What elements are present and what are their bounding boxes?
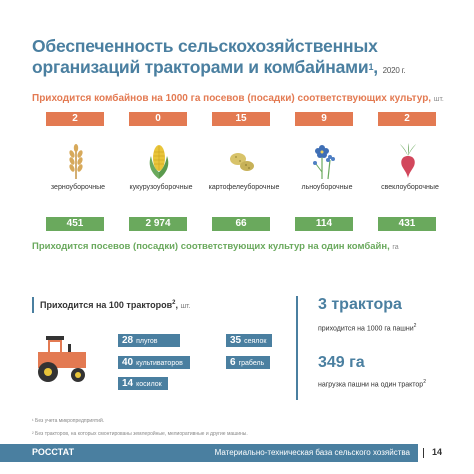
hectares-per-combine-value: 2 974 [129,217,187,231]
footnote-1: ¹ Без учета микропредприятий. [32,418,105,424]
crop-label: кукурузоуборочные [129,184,193,191]
hectares-per-combine-value: 114 [295,217,353,231]
crops-per-combine-header: Приходится посевов (посадки) соответству… [32,241,399,252]
crop-label: зерноуборочные [50,184,106,191]
tractors-per-1000ha-caption: приходится на 1000 га пашни2 [318,323,417,333]
crop-card: 2 зерноуборочные 451 [38,112,118,232]
tractor-icon [38,336,86,382]
crop-label: свеклоуборочные [381,184,439,191]
combines-header: Приходится комбайнов на 1000 га посевов … [32,93,444,104]
crop-card: 9 льноуборочные 114 [287,112,367,232]
crop-card: 0 кукурузоуборочные 2 974 [121,112,201,232]
equipment-pill-seeders: 35 сеялок [226,334,272,347]
hectares-per-combine-value: 451 [46,217,104,231]
title-line-2: организаций тракторами и комбайнами [32,57,369,77]
rosstat-logo: РОССТАТ [32,447,75,457]
footer-section-title: Материально-техническая база сельского х… [214,448,410,457]
title-line-1: Обеспеченность сельскохозяйственных [32,36,378,56]
tractors-unit: шт. [180,303,191,310]
crop-label: картофелеуборочные [208,184,280,191]
tractors-header: Приходится на 100 тракторов2, шт. [32,297,292,313]
corn-icon [149,145,169,179]
crop-label: льноуборочные [301,184,353,191]
equipment-pill-mowers: 14 косилок [118,377,168,390]
equipment-pill-rakes: 6 грабель [226,356,270,369]
arable-load-value: 349 га [318,354,365,371]
combines-per-1000ha-value: 2 [46,112,104,126]
combines-per-1000ha-value: 9 [295,112,353,126]
tractors-footnote-mark: 2 [172,300,176,306]
arable-load-caption: нагрузка пашни на один трактор2 [318,379,426,389]
beet-icon [400,143,416,178]
crops-row: 2 зерноуборочные 451 0 кукурузоуборо [0,112,474,232]
footer-bar: РОССТАТ Материально-техническая база сел… [0,444,474,462]
tractors-per-1000ha-value: 3 трактора [318,296,402,313]
page-title: Обеспеченность сельскохозяйственных орга… [32,36,452,81]
equipment-pill-cultivators: 40 культиваторов [118,356,190,369]
section-divider [296,296,298,400]
equipment-pill-plows: 28 плугов [118,334,180,347]
flax-icon [313,145,335,180]
hectares-per-combine-value: 66 [212,217,270,231]
crop-card: 15 картофелеуборочные 66 [204,112,284,232]
page-number: 14 [432,447,443,457]
wheat-icon [69,144,83,179]
crop-card: 2 свеклоуборочные 431 [370,112,450,232]
combines-per-1000ha-value: 0 [129,112,187,126]
footnote-2: ² Без тракторов, на которых смонтированы… [32,431,248,437]
crops-header-unit: га [392,244,399,251]
hectares-per-combine-value: 431 [378,217,436,231]
combines-header-unit: шт. [433,96,444,103]
title-footnote-mark: 1 [368,62,374,72]
potato-icon [230,153,254,171]
combines-per-1000ha-value: 15 [212,112,270,126]
title-year: 2020 г. [382,66,406,75]
combines-per-1000ha-value: 2 [378,112,436,126]
